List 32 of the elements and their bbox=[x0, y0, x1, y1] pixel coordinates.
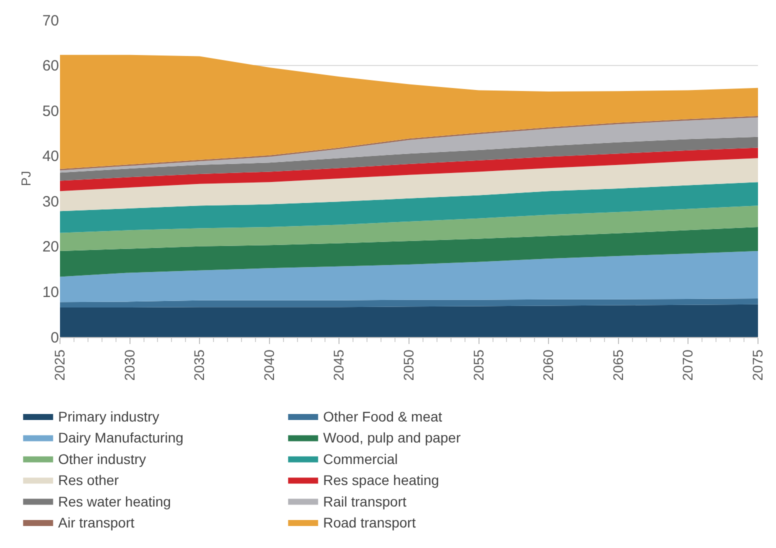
legend-label: Dairy Manufacturing bbox=[58, 430, 184, 446]
y-tick-label: 0 bbox=[50, 329, 59, 346]
legend-label: Rail transport bbox=[323, 493, 406, 510]
x-tick-label: 2050 bbox=[400, 349, 417, 381]
y-tick-label: 70 bbox=[42, 12, 59, 30]
y-tick-label: 10 bbox=[42, 284, 59, 301]
y-tick-label: 50 bbox=[42, 102, 59, 120]
legend-label: Other Food & meat bbox=[323, 408, 442, 424]
x-tick-label: 2040 bbox=[260, 349, 277, 381]
legend-label: Other industry bbox=[58, 450, 146, 467]
legend-label: Wood, pulp and paper bbox=[323, 430, 461, 446]
legend-label: Res water heating bbox=[58, 493, 171, 510]
legend-label: Air transport bbox=[58, 514, 134, 530]
y-axis-title: PJ bbox=[18, 170, 34, 186]
x-tick-label: 2035 bbox=[191, 349, 208, 381]
legend-label: Res other bbox=[58, 472, 120, 488]
y-tick-label: 20 bbox=[42, 238, 59, 256]
y-tick-label: 30 bbox=[42, 193, 59, 210]
x-tick-label: 2065 bbox=[610, 349, 626, 381]
legend-label: Commercial bbox=[323, 450, 398, 467]
x-tick-label: 2060 bbox=[540, 349, 556, 381]
y-tick-label: 40 bbox=[42, 148, 59, 166]
x-tick-label: 2025 bbox=[52, 349, 68, 381]
x-tick-label: 2030 bbox=[121, 349, 138, 381]
x-tick-label: 2045 bbox=[330, 349, 347, 381]
x-tick-label: 2055 bbox=[470, 349, 486, 381]
x-tick-label: 2070 bbox=[680, 349, 696, 381]
legend-label: Res space heating bbox=[323, 472, 440, 488]
y-tick-label: 60 bbox=[42, 58, 59, 75]
legend-label: Primary industry bbox=[58, 408, 160, 424]
legend-label: Road transport bbox=[323, 514, 416, 530]
x-tick-label: 2075 bbox=[750, 349, 766, 381]
